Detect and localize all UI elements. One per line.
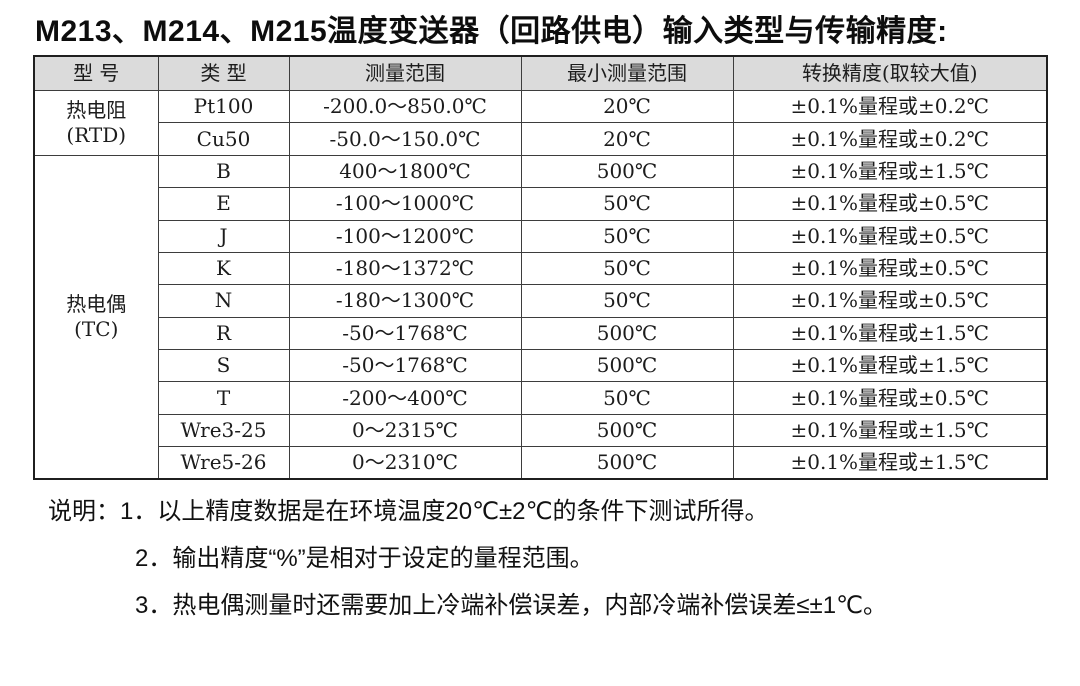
cell-accuracy: ±0.1%量程或±0.5℃ [732,381,1048,415]
input-type-accuracy-table: 型 号 类 型 测量范围 最小测量范围 转换精度(取较大值) 热电阻 (RTD)… [33,55,1048,480]
cell-min-range: 20℃ [520,89,734,124]
cell-type: Pt100 [157,89,290,124]
model-cell-rtd: 热电阻 (RTD) [33,90,159,156]
cell-min-range: 50℃ [520,219,734,253]
cell-type: K [157,251,290,286]
cell-accuracy: ±0.1%量程或±0.5℃ [732,284,1048,318]
note-line-1: 说明：1．以上精度数据是在环境温度20℃±2℃的条件下测试所得。 [48,496,887,528]
cell-accuracy: ±0.1%量程或±1.5℃ [732,154,1048,189]
note-line-3: 3．热电偶测量时还需要加上冷端补偿误差，内部冷端补偿误差≤±1℃。 [135,592,887,619]
cell-range: -50～1768℃ [288,348,522,383]
header-cell-range: 测量范围 [288,55,522,91]
model-abbr: (RTD) [66,122,127,147]
cell-min-range: 50℃ [520,187,734,221]
cell-range: -180～1300℃ [288,284,522,318]
cell-range: -180～1372℃ [288,251,522,286]
table-row: K -180～1372℃ 50℃ ±0.1%量程或±0.5℃ [34,251,1048,286]
cell-type: T [157,381,290,415]
model-abbr: (TC) [74,316,119,341]
header-cell-model: 型 号 [33,55,159,91]
table-row: 热电偶 (TC) B 400～1800℃ 500℃ ±0.1%量程或±1.5℃ [33,154,1048,480]
cell-range: -200～400℃ [288,381,522,415]
cell-min-range: 500℃ [520,154,734,189]
cell-accuracy: ±0.1%量程或±0.2℃ [732,122,1048,156]
cell-accuracy: ±0.1%量程或±0.5℃ [732,219,1048,253]
cell-type: E [157,187,290,221]
cell-accuracy: ±0.1%量程或±1.5℃ [732,413,1048,448]
model-cell-tc: 热电偶 (TC) [33,154,159,480]
note-line-2: 2．输出精度“%”是相对于设定的量程范围。 [135,545,594,572]
cell-type: Cu50 [157,122,290,156]
cell-type: J [157,219,290,253]
cell-accuracy: ±0.1%量程或±1.5℃ [732,316,1048,351]
table-row: S -50～1768℃ 500℃ ±0.1%量程或±1.5℃ [34,348,1048,383]
cell-accuracy: ±0.1%量程或±1.5℃ [732,446,1048,480]
header-cell-min-range: 最小测量范围 [520,55,734,91]
table-row: J -100～1200℃ 50℃ ±0.1%量程或±0.5℃ [34,219,1048,253]
cell-min-range: 500℃ [520,446,734,480]
table-row: T -200～400℃ 50℃ ±0.1%量程或±0.5℃ [34,381,1048,415]
cell-accuracy: ±0.1%量程或±0.2℃ [732,89,1048,124]
table-row: N -180～1300℃ 50℃ ±0.1%量程或±0.5℃ [34,284,1048,318]
cell-type: Wre5-26 [157,446,290,480]
notes-label: 说明： [48,498,120,525]
table-row: 热电阻 (RTD) Pt100 -200.0～850.0℃ 20℃ ±0.1%量… [33,89,1048,156]
cell-accuracy: ±0.1%量程或±0.5℃ [732,251,1048,286]
cell-min-range: 20℃ [520,122,734,156]
cell-type: B [157,154,290,189]
cell-range: -100～1200℃ [288,219,522,253]
table-row: E -100～1000℃ 50℃ ±0.1%量程或±0.5℃ [34,187,1048,221]
table-row: Wre3-25 0～2315℃ 500℃ ±0.1%量程或±1.5℃ [34,413,1048,448]
cell-type: S [157,348,290,383]
notes-section: 说明：1．以上精度数据是在环境温度20℃±2℃的条件下测试所得。 2．输出精度“… [48,496,887,637]
page-title: M213、M214、M215温度变送器（回路供电）输入类型与传输精度: [35,15,948,48]
cell-range: 0～2315℃ [288,413,522,448]
note-text: 1．以上精度数据是在环境温度20℃±2℃的条件下测试所得。 [120,498,769,525]
cell-min-range: 50℃ [520,284,734,318]
cell-min-range: 50℃ [520,381,734,415]
cell-range: -200.0～850.0℃ [288,89,522,124]
cell-range: -50～1768℃ [288,316,522,351]
cell-accuracy: ±0.1%量程或±1.5℃ [732,348,1048,383]
cell-min-range: 500℃ [520,413,734,448]
cell-range: 400～1800℃ [288,154,522,189]
cell-type: R [157,316,290,351]
model-name: 热电偶 [66,291,127,316]
cell-type: Wre3-25 [157,413,290,448]
cell-min-range: 50℃ [520,251,734,286]
header-cell-accuracy: 转换精度(取较大值) [732,55,1048,91]
cell-min-range: 500℃ [520,316,734,351]
model-name: 热电阻 [66,97,127,122]
header-cell-type: 类 型 [157,55,290,91]
cell-accuracy: ±0.1%量程或±0.5℃ [732,187,1048,221]
table-row: Wre5-26 0～2310℃ 500℃ ±0.1%量程或±1.5℃ [34,446,1048,480]
cell-type: N [157,284,290,318]
table-row: R -50～1768℃ 500℃ ±0.1%量程或±1.5℃ [34,316,1048,351]
cell-range: -50.0～150.0℃ [288,122,522,156]
cell-min-range: 500℃ [520,348,734,383]
table-row: Cu50 -50.0～150.0℃ 20℃ ±0.1%量程或±0.2℃ [34,122,1048,156]
cell-range: 0～2310℃ [288,446,522,480]
table-header-row: 型 号 类 型 测量范围 最小测量范围 转换精度(取较大值) [33,55,1048,91]
cell-range: -100～1000℃ [288,187,522,221]
